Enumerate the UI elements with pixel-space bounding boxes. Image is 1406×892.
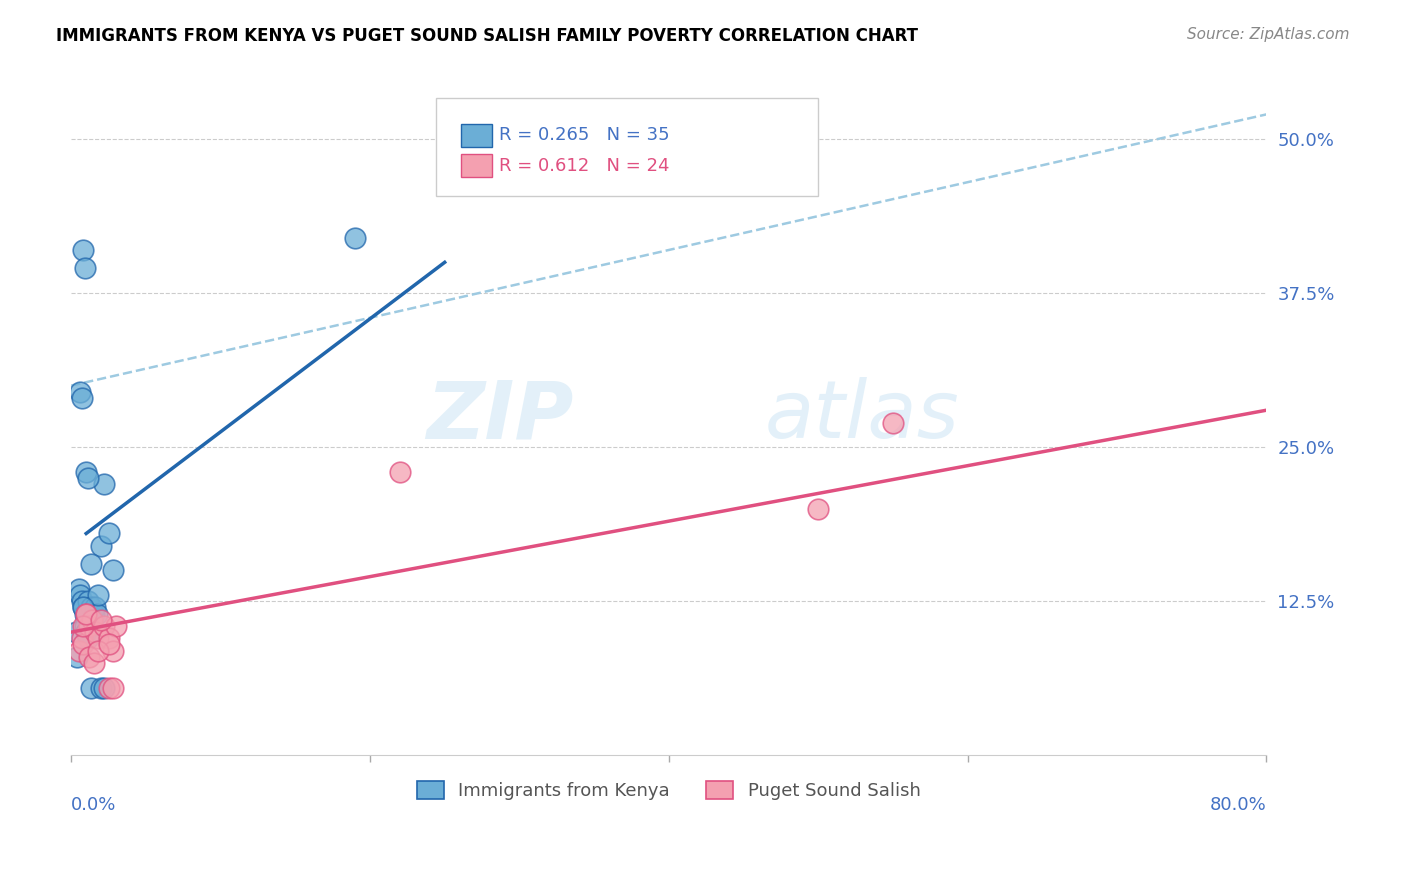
Point [67,643,90,657]
Point [77,649,100,664]
Legend: Immigrants from Kenya, Puget Sound Salish: Immigrants from Kenya, Puget Sound Salis… [409,773,928,807]
Point [84,600,107,615]
Point [87,588,110,602]
Point [72,619,94,633]
Point [70,594,93,608]
Text: R = 0.265   N = 35: R = 0.265 N = 35 [499,126,669,145]
Point [105,619,128,633]
Point [70,391,93,405]
Point [70,632,93,646]
Point [101,643,124,657]
Point [73,619,96,633]
Point [82,619,104,633]
Point [807,501,830,516]
Point [90,539,112,553]
Point [76,594,98,608]
Point [82,613,104,627]
Point [79,681,101,695]
Point [87,643,110,657]
Point [69,588,91,602]
Point [72,600,94,615]
Text: R = 0.612   N = 24: R = 0.612 N = 24 [499,157,669,175]
Point [90,613,112,627]
Point [90,681,112,695]
Point [101,564,124,578]
Point [75,625,97,640]
Point [93,477,115,491]
Point [73,261,96,276]
Point [101,681,124,695]
Point [83,607,105,621]
Point [79,600,101,615]
Text: Source: ZipAtlas.com: Source: ZipAtlas.com [1187,27,1350,42]
Point [93,619,115,633]
Point [77,607,100,621]
Text: ZIP: ZIP [426,377,574,456]
Point [69,384,91,399]
Point [75,607,97,621]
Point [87,632,110,646]
Point [72,637,94,651]
Point [76,471,98,485]
Point [83,656,105,670]
Point [75,607,97,621]
Point [97,637,120,651]
Text: atlas: atlas [765,377,959,456]
Text: IMMIGRANTS FROM KENYA VS PUGET SOUND SALISH FAMILY POVERTY CORRELATION CHART: IMMIGRANTS FROM KENYA VS PUGET SOUND SAL… [56,27,918,45]
Point [77,619,100,633]
Point [73,607,96,621]
Point [65,625,87,640]
Text: 80.0%: 80.0% [1209,796,1267,814]
Point [75,613,97,627]
Point [76,632,98,646]
Point [97,681,120,695]
FancyBboxPatch shape [461,154,492,178]
Point [882,416,904,430]
Point [79,558,101,572]
Point [344,230,367,244]
Point [67,582,90,596]
Point [72,600,94,615]
Point [75,465,97,479]
Point [93,681,115,695]
Point [66,649,89,664]
Point [84,625,107,640]
FancyBboxPatch shape [436,98,818,196]
Point [97,526,120,541]
Point [72,243,94,257]
Point [97,632,120,646]
Point [388,465,411,479]
Text: 0.0%: 0.0% [72,796,117,814]
FancyBboxPatch shape [461,123,492,146]
Point [86,607,108,621]
